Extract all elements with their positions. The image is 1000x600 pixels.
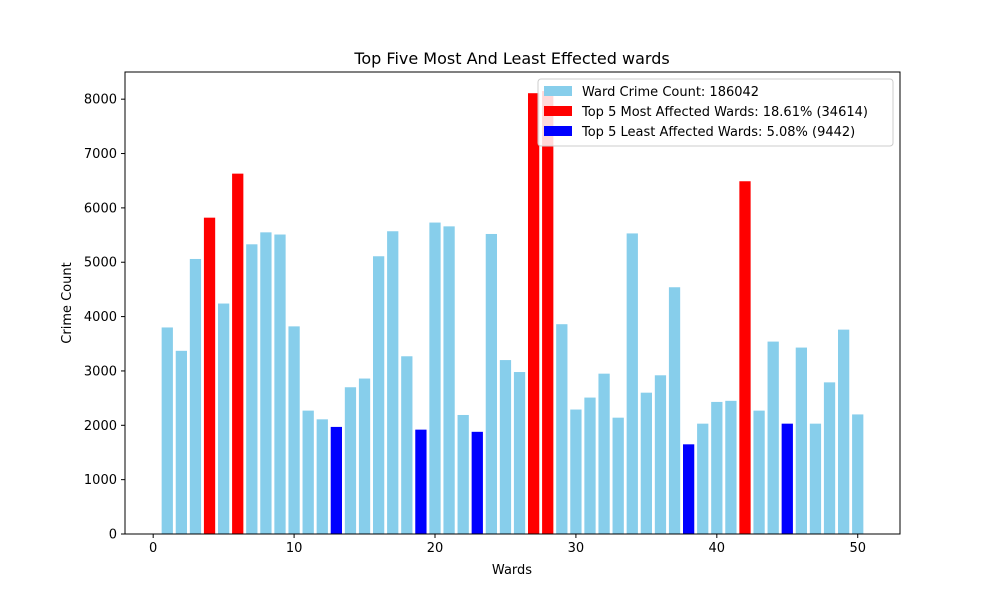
bar-ward-7 xyxy=(246,244,258,535)
x-tick-label: 30 xyxy=(568,541,585,556)
x-axis-label: Wards xyxy=(492,563,532,578)
bar-ward-14 xyxy=(344,387,357,534)
bar-ward-48 xyxy=(823,382,836,534)
bar-ward-24 xyxy=(485,233,497,534)
bar-ward-8 xyxy=(260,232,272,534)
bar-ward-32 xyxy=(598,373,610,534)
bar-ward-21 xyxy=(443,226,455,535)
bar-ward-9 xyxy=(274,234,286,534)
bar-ward-1 xyxy=(161,327,173,534)
bar-ward-45 xyxy=(781,423,793,534)
bar-ward-38 xyxy=(683,444,695,534)
bar-ward-25 xyxy=(499,360,512,534)
legend-label-most: Top 5 Most Affected Wards: 18.61% (34614… xyxy=(581,105,868,120)
bar-ward-42 xyxy=(739,181,751,534)
plot-frame xyxy=(124,71,901,535)
chart-title: Top Five Most And Least Effected wards xyxy=(353,49,669,68)
bar-ward-37 xyxy=(668,287,681,534)
bar-ward-11 xyxy=(302,410,314,534)
bar-ward-29 xyxy=(556,324,568,534)
bars-group xyxy=(161,91,864,535)
x-tick-label: 10 xyxy=(286,541,303,556)
bar-ward-18 xyxy=(401,356,413,534)
y-tick-label: 4000 xyxy=(84,310,117,325)
bar-ward-30 xyxy=(570,409,582,534)
bar-ward-16 xyxy=(373,256,385,534)
bar-ward-19 xyxy=(415,429,427,534)
bar-ward-23 xyxy=(471,431,483,534)
x-axis: 0 10 20 30 40 50 xyxy=(149,534,866,556)
x-tick-label: 20 xyxy=(427,541,444,556)
bar-ward-35 xyxy=(640,392,652,534)
x-tick-label: 0 xyxy=(149,541,157,556)
bar-ward-50 xyxy=(852,414,864,534)
y-axis-label: Crime Count xyxy=(60,262,75,343)
bar-ward-4 xyxy=(203,217,216,535)
bar-ward-41 xyxy=(725,400,737,534)
legend-swatch-normal xyxy=(544,86,572,96)
bar-ward-33 xyxy=(612,417,624,534)
bar-ward-47 xyxy=(809,423,822,534)
legend-label-least: Top 5 Least Affected Wards: 5.08% (9442) xyxy=(581,125,855,140)
bar-ward-2 xyxy=(175,350,187,534)
y-axis: 0 1000 2000 3000 4000 5000 6000 7000 8000 xyxy=(84,93,125,543)
bar-ward-31 xyxy=(584,397,596,534)
bar-ward-20 xyxy=(429,222,441,534)
x-tick-label: 40 xyxy=(709,541,726,556)
x-tick-label: 50 xyxy=(849,541,866,556)
y-tick-label: 7000 xyxy=(84,147,117,162)
legend-swatch-least xyxy=(544,126,572,136)
y-tick-label: 8000 xyxy=(84,93,117,108)
bar-ward-10 xyxy=(288,326,300,534)
bar-ward-39 xyxy=(697,423,709,534)
bar-ward-27 xyxy=(528,93,540,534)
bar-ward-15 xyxy=(358,378,371,534)
bar-ward-44 xyxy=(767,341,779,534)
bar-ward-34 xyxy=(626,233,638,534)
bar-ward-46 xyxy=(795,347,807,534)
bar-ward-17 xyxy=(387,231,399,534)
bar-ward-40 xyxy=(711,401,723,534)
legend: Ward Crime Count: 186042 Top 5 Most Affe… xyxy=(537,78,894,147)
bar-ward-28 xyxy=(542,91,554,535)
y-tick-label: 0 xyxy=(109,528,117,543)
y-tick-label: 5000 xyxy=(84,256,117,271)
bar-ward-36 xyxy=(654,375,667,534)
bar-ward-5 xyxy=(218,303,230,534)
bar-ward-43 xyxy=(753,410,765,534)
bar-ward-12 xyxy=(316,419,328,534)
bar-ward-49 xyxy=(838,329,850,534)
bar-ward-22 xyxy=(457,414,469,534)
legend-swatch-most xyxy=(544,106,572,116)
y-tick-label: 6000 xyxy=(84,201,117,216)
bar-ward-26 xyxy=(513,372,526,534)
bar-ward-3 xyxy=(189,258,202,534)
y-tick-label: 1000 xyxy=(84,473,117,488)
bar-ward-6 xyxy=(232,173,244,534)
y-tick-label: 3000 xyxy=(84,364,117,379)
legend-box xyxy=(537,78,894,147)
legend-label-normal: Ward Crime Count: 186042 xyxy=(582,85,759,100)
bar-ward-13 xyxy=(330,426,342,534)
y-tick-label: 2000 xyxy=(84,419,117,434)
